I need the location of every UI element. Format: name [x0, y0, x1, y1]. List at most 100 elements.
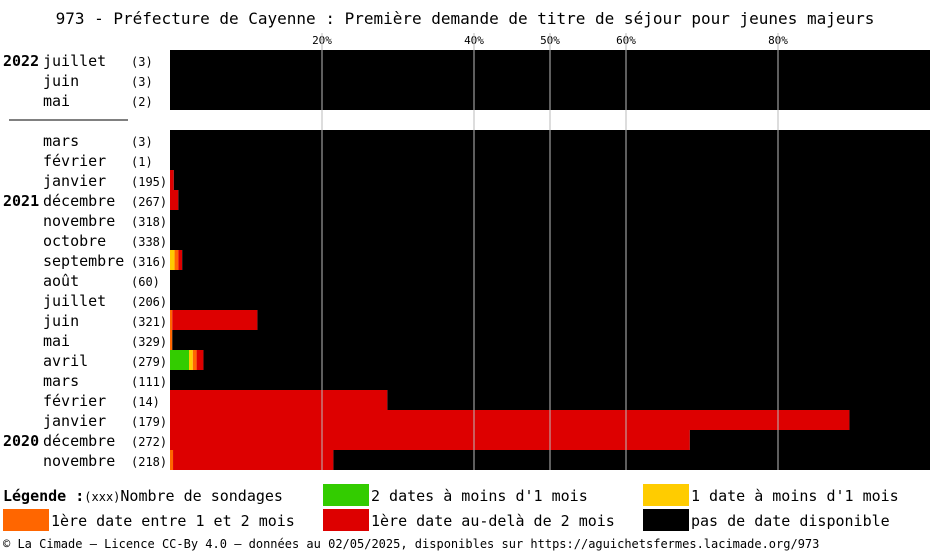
table-row: juillet (206)	[43, 290, 930, 310]
table-row: novembre (318)	[43, 210, 930, 230]
month-label: juillet	[43, 52, 106, 70]
count-label: (3)	[131, 135, 153, 149]
table-row: 2022 juillet (3)	[3, 50, 930, 70]
year-label: 2021	[3, 192, 39, 210]
legend-title: Légende :(xxx)Nombre de sondages	[3, 485, 283, 508]
legend-item-noir: pas de date disponible	[691, 512, 890, 530]
count-label: (218)	[131, 455, 167, 469]
count-label: (329)	[131, 335, 167, 349]
month-label: juillet	[43, 292, 106, 310]
bar-segment-orange	[192, 350, 197, 370]
legend-item-rouge: 1ère date au-delà de 2 mois	[371, 512, 615, 530]
table-row: novembre (218)	[43, 450, 930, 470]
chart: 973 - Préfecture de Cayenne : Première d…	[3, 9, 930, 470]
month-label: avril	[43, 352, 88, 370]
legend-item-orange: 1ère date entre 1 et 2 mois	[51, 512, 295, 530]
table-row: mars (3)	[43, 130, 930, 150]
bar-segment-orange	[170, 450, 174, 470]
bar-segment-noir	[689, 430, 930, 450]
count-label: (318)	[131, 215, 167, 229]
month-label: septembre	[43, 252, 124, 270]
bar-segment-rouge	[172, 310, 258, 330]
month-label: novembre	[43, 212, 115, 230]
table-row: février (14)	[43, 390, 930, 410]
month-label: mai	[43, 332, 70, 350]
legend-swatch-vert	[323, 484, 369, 506]
table-row: juin (3)	[43, 70, 930, 90]
count-label: (60)	[131, 275, 160, 289]
bar-segment-rouge	[170, 430, 690, 450]
legend-item-vert: 2 dates à moins d'1 mois	[371, 487, 588, 505]
bar-segment-orange	[170, 330, 173, 350]
month-label: janvier	[43, 412, 106, 430]
count-label: (272)	[131, 435, 167, 449]
bar-segment-noir	[203, 350, 930, 370]
bar-segment-noir	[182, 250, 930, 270]
count-label: (338)	[131, 235, 167, 249]
bar-segment-vert	[170, 350, 189, 370]
month-label: février	[43, 152, 106, 170]
count-label: (2)	[131, 95, 153, 109]
table-row: septembre (316)	[43, 250, 930, 270]
bar-segment-rouge	[170, 410, 850, 430]
count-label: (206)	[131, 295, 167, 309]
bar-segment-rouge	[170, 170, 174, 190]
bar-segment-noir	[257, 310, 930, 330]
bar-segment-rouge	[170, 190, 179, 210]
count-label: (195)	[131, 175, 167, 189]
count-label: (1)	[131, 155, 153, 169]
month-label: janvier	[43, 172, 106, 190]
bar-segment-noir	[387, 390, 930, 410]
table-row: février (1)	[43, 150, 930, 170]
table-row: 2020 décembre (272)	[3, 430, 930, 450]
bar-segment-orange	[170, 310, 173, 330]
month-label: décembre	[43, 192, 115, 210]
month-label: août	[43, 272, 79, 290]
bar-segment-rouge	[178, 250, 183, 270]
month-label: février	[43, 392, 106, 410]
month-label: octobre	[43, 232, 106, 250]
year-label: 2020	[3, 432, 39, 450]
count-label: (179)	[131, 415, 167, 429]
bar-segment-noir	[172, 330, 930, 350]
month-label: novembre	[43, 452, 115, 470]
footer-credit: © La Cimade — Licence CC-By 4.0 — donnée…	[3, 537, 820, 551]
month-label: juin	[43, 72, 79, 90]
gridlines	[321, 33, 779, 470]
month-label: juin	[43, 312, 79, 330]
count-label: (14)	[131, 395, 160, 409]
chart-rows: 2022 juillet (3)juin (3)mai (2)mars (3)févrie…	[3, 50, 930, 470]
legend-count-desc: Nombre de sondages	[120, 487, 283, 505]
count-label: (279)	[131, 355, 167, 369]
bar-segment-jaune	[189, 350, 193, 370]
bar-segment-rouge	[196, 350, 204, 370]
table-row: janvier (195)	[43, 170, 930, 190]
table-row: avril (279)	[43, 350, 930, 370]
table-row: octobre (338)	[43, 230, 930, 250]
bar-segment-jaune	[170, 250, 175, 270]
legend-swatch-noir	[643, 509, 689, 531]
table-row: janvier (179)	[43, 410, 930, 430]
count-label: (316)	[131, 255, 167, 269]
chart-title: 973 - Préfecture de Cayenne : Première d…	[56, 9, 875, 28]
bar-segment-orange	[174, 250, 179, 270]
table-row: juin (321)	[43, 310, 930, 330]
month-label: décembre	[43, 432, 115, 450]
bar-segment-noir	[173, 170, 930, 190]
count-label: (3)	[131, 75, 153, 89]
count-label: (111)	[131, 375, 167, 389]
legend-item-jaune: 1 date à moins d'1 mois	[691, 487, 899, 505]
bar-segment-rouge	[170, 390, 388, 410]
table-row: mai (329)	[43, 330, 930, 350]
legend-count-hint: (xxx)	[84, 490, 121, 504]
count-label: (267)	[131, 195, 167, 209]
table-row: mars (111)	[43, 370, 930, 390]
month-label: mars	[43, 372, 79, 390]
count-label: (321)	[131, 315, 167, 329]
year-label: 2022	[3, 52, 39, 70]
bar-segment-noir	[178, 190, 930, 210]
legend-swatch-orange	[3, 509, 49, 531]
month-label: mars	[43, 132, 79, 150]
legend-swatch-jaune	[643, 484, 689, 506]
bar-segment-noir	[849, 410, 930, 430]
